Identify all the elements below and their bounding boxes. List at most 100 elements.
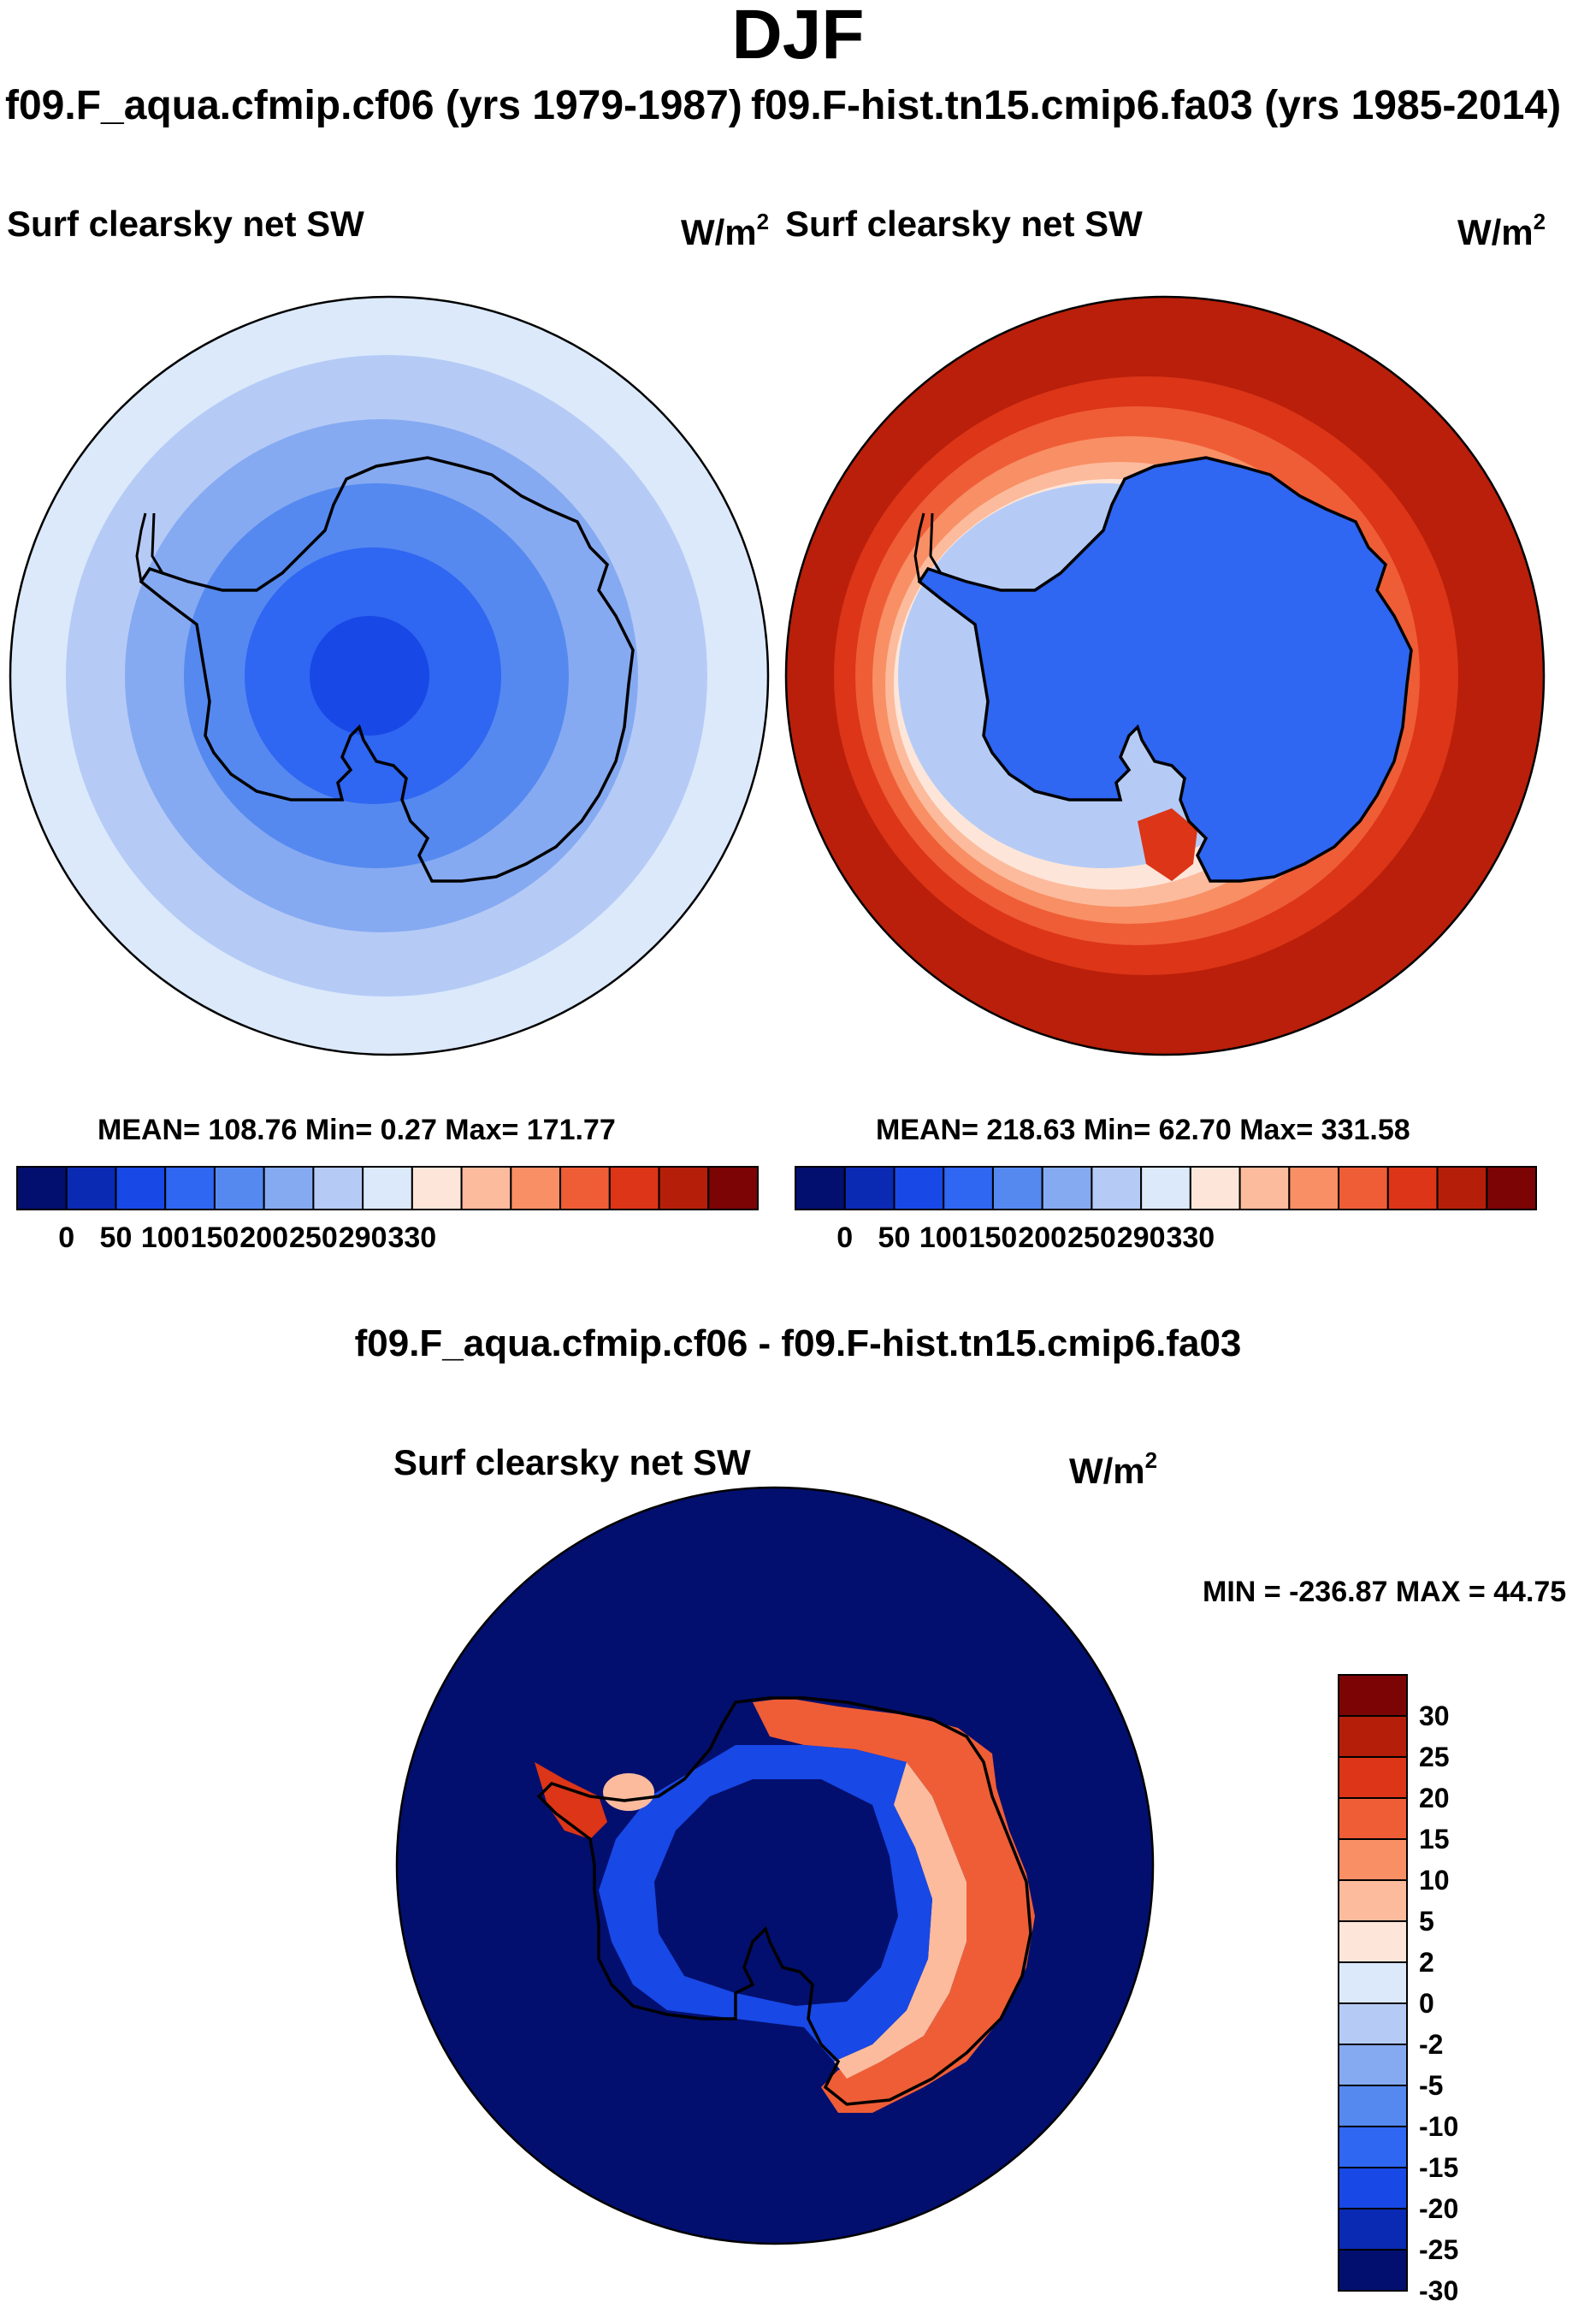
colorbar-swatch [16,1166,68,1210]
left-map [9,295,770,1056]
colorbar-swatch [1338,1838,1408,1881]
right-peninsula [913,512,943,583]
right-ice-sheet [919,458,1411,881]
colorbar-swatch [1338,2044,1408,2086]
colorbar-swatch [658,1166,710,1210]
colorbar-tick-label: 5 [1419,1906,1434,1937]
colorbar-swatch [1338,2208,1408,2251]
colorbar-swatch [510,1166,562,1210]
right-colorbar [795,1166,1538,1210]
left-case-label: f09.F_aqua.cfmip.cf06 (yrs 1979-1987) [5,83,742,128]
colorbar-swatch [1338,1674,1408,1717]
colorbar-swatch [1140,1166,1191,1210]
colorbar-swatch [707,1166,759,1210]
colorbar-swatch [1338,1797,1408,1840]
colorbar-tick-label: -5 [1419,2070,1444,2101]
colorbar-swatch [1338,1920,1408,1963]
colorbar-swatch [312,1166,364,1210]
colorbar-tick-label: -30 [1419,2275,1459,2306]
diff-peninsula-warm [535,1762,607,1839]
colorbar-tick-label: 330 [1166,1222,1215,1254]
colorbar-tick-label: -25 [1419,2234,1459,2265]
colorbar-swatch [1436,1166,1488,1210]
colorbar-swatch [164,1166,216,1210]
left-antarctica-coastline [139,456,635,883]
colorbar-tick-label: 150 [190,1222,239,1254]
diff-colorbar [1338,1674,1408,2292]
colorbar-tick-label: 30 [1419,1701,1450,1731]
colorbar-tick-label: -20 [1419,2193,1459,2224]
colorbar-tick-label: 0 [836,1222,854,1254]
diff-map [395,1486,1155,2245]
colorbar-tick-label: 150 [968,1222,1018,1254]
colorbar-swatch [460,1166,512,1210]
left-ring-25 [310,616,429,736]
colorbar-swatch [1338,2126,1408,2168]
colorbar-swatch [991,1166,1043,1210]
colorbar-swatch [1386,1166,1439,1210]
colorbar-swatch [115,1166,167,1210]
colorbar-tick-label: 100 [919,1222,968,1254]
colorbar-swatch [893,1166,945,1210]
right-map-boundary [784,295,1546,1056]
colorbar-swatch [1338,2249,1408,2292]
colorbar-tick-label: -2 [1419,2029,1444,2060]
colorbar-tick-label: 100 [140,1222,190,1254]
colorbar-tick-label: -15 [1419,2152,1459,2183]
left-variable-label: Surf clearsky net SW [7,204,364,244]
colorbar-swatch [1041,1166,1093,1210]
colorbar-swatch [213,1166,265,1210]
colorbar-tick-label: 0 [1419,1988,1434,2019]
right-antarctica-coastline [917,456,1413,883]
colorbar-tick-label: 0 [58,1222,75,1254]
diff-light-east [834,1762,966,2079]
right-stats: MEAN= 218.63 Min= 62.70 Max= 331.58 [876,1114,1410,1146]
colorbar-swatch [411,1166,463,1210]
colorbar-swatch [1091,1166,1143,1210]
colorbar-swatch [1189,1166,1241,1210]
colorbar-swatch [1288,1166,1340,1210]
colorbar-tick-label: 10 [1419,1865,1450,1896]
colorbar-tick-label: 25 [1419,1742,1450,1772]
diff-stats: MIN = -236.87 MAX = 44.75 [1203,1576,1567,1608]
left-colorbar [16,1166,759,1210]
colorbar-swatch [263,1166,315,1210]
colorbar-swatch [1338,1756,1408,1799]
colorbar-swatch [1238,1166,1291,1210]
colorbar-swatch [1338,1961,1408,2004]
left-stats: MEAN= 108.76 Min= 0.27 Max= 171.77 [98,1114,616,1146]
right-ross-warm-patch [1138,808,1197,881]
left-map-boundary [9,295,770,1056]
colorbar-tick-label: 250 [1067,1222,1116,1254]
colorbar-swatch [559,1166,611,1210]
diff-peninsula-light [603,1773,654,1811]
right-units-label: W/m2 [1457,209,1546,252]
diff-warm-east-coast [753,1698,1035,2113]
colorbar-tick-label: 290 [1116,1222,1166,1254]
diff-units-label: W/m2 [1069,1447,1158,1491]
figure-title: DJF [731,0,865,74]
diff-variable-label: Surf clearsky net SW [393,1442,751,1482]
colorbar-swatch [1486,1166,1538,1210]
left-peninsula [135,512,164,583]
colorbar-swatch [65,1166,117,1210]
colorbar-swatch [795,1166,846,1210]
diff-antarctica-coastline [536,1696,1032,2106]
colorbar-swatch [1338,1166,1389,1210]
right-variable-label: Surf clearsky net SW [785,204,1143,244]
colorbar-swatch [1338,2085,1408,2127]
colorbar-tick-label: 2 [1419,1947,1434,1978]
colorbar-tick-label: 50 [878,1222,911,1254]
colorbar-tick-label: 200 [1018,1222,1067,1254]
colorbar-tick-label: 20 [1419,1783,1450,1813]
colorbar-swatch [608,1166,660,1210]
colorbar-tick-label: 250 [289,1222,338,1254]
colorbar-swatch [943,1166,994,1210]
colorbar-swatch [362,1166,413,1210]
left-units-label: W/m2 [681,209,770,252]
diff-map-boundary [395,1486,1155,2245]
colorbar-swatch [1338,2002,1408,2045]
colorbar-tick-label: 15 [1419,1824,1450,1854]
colorbar-swatch [843,1166,896,1210]
